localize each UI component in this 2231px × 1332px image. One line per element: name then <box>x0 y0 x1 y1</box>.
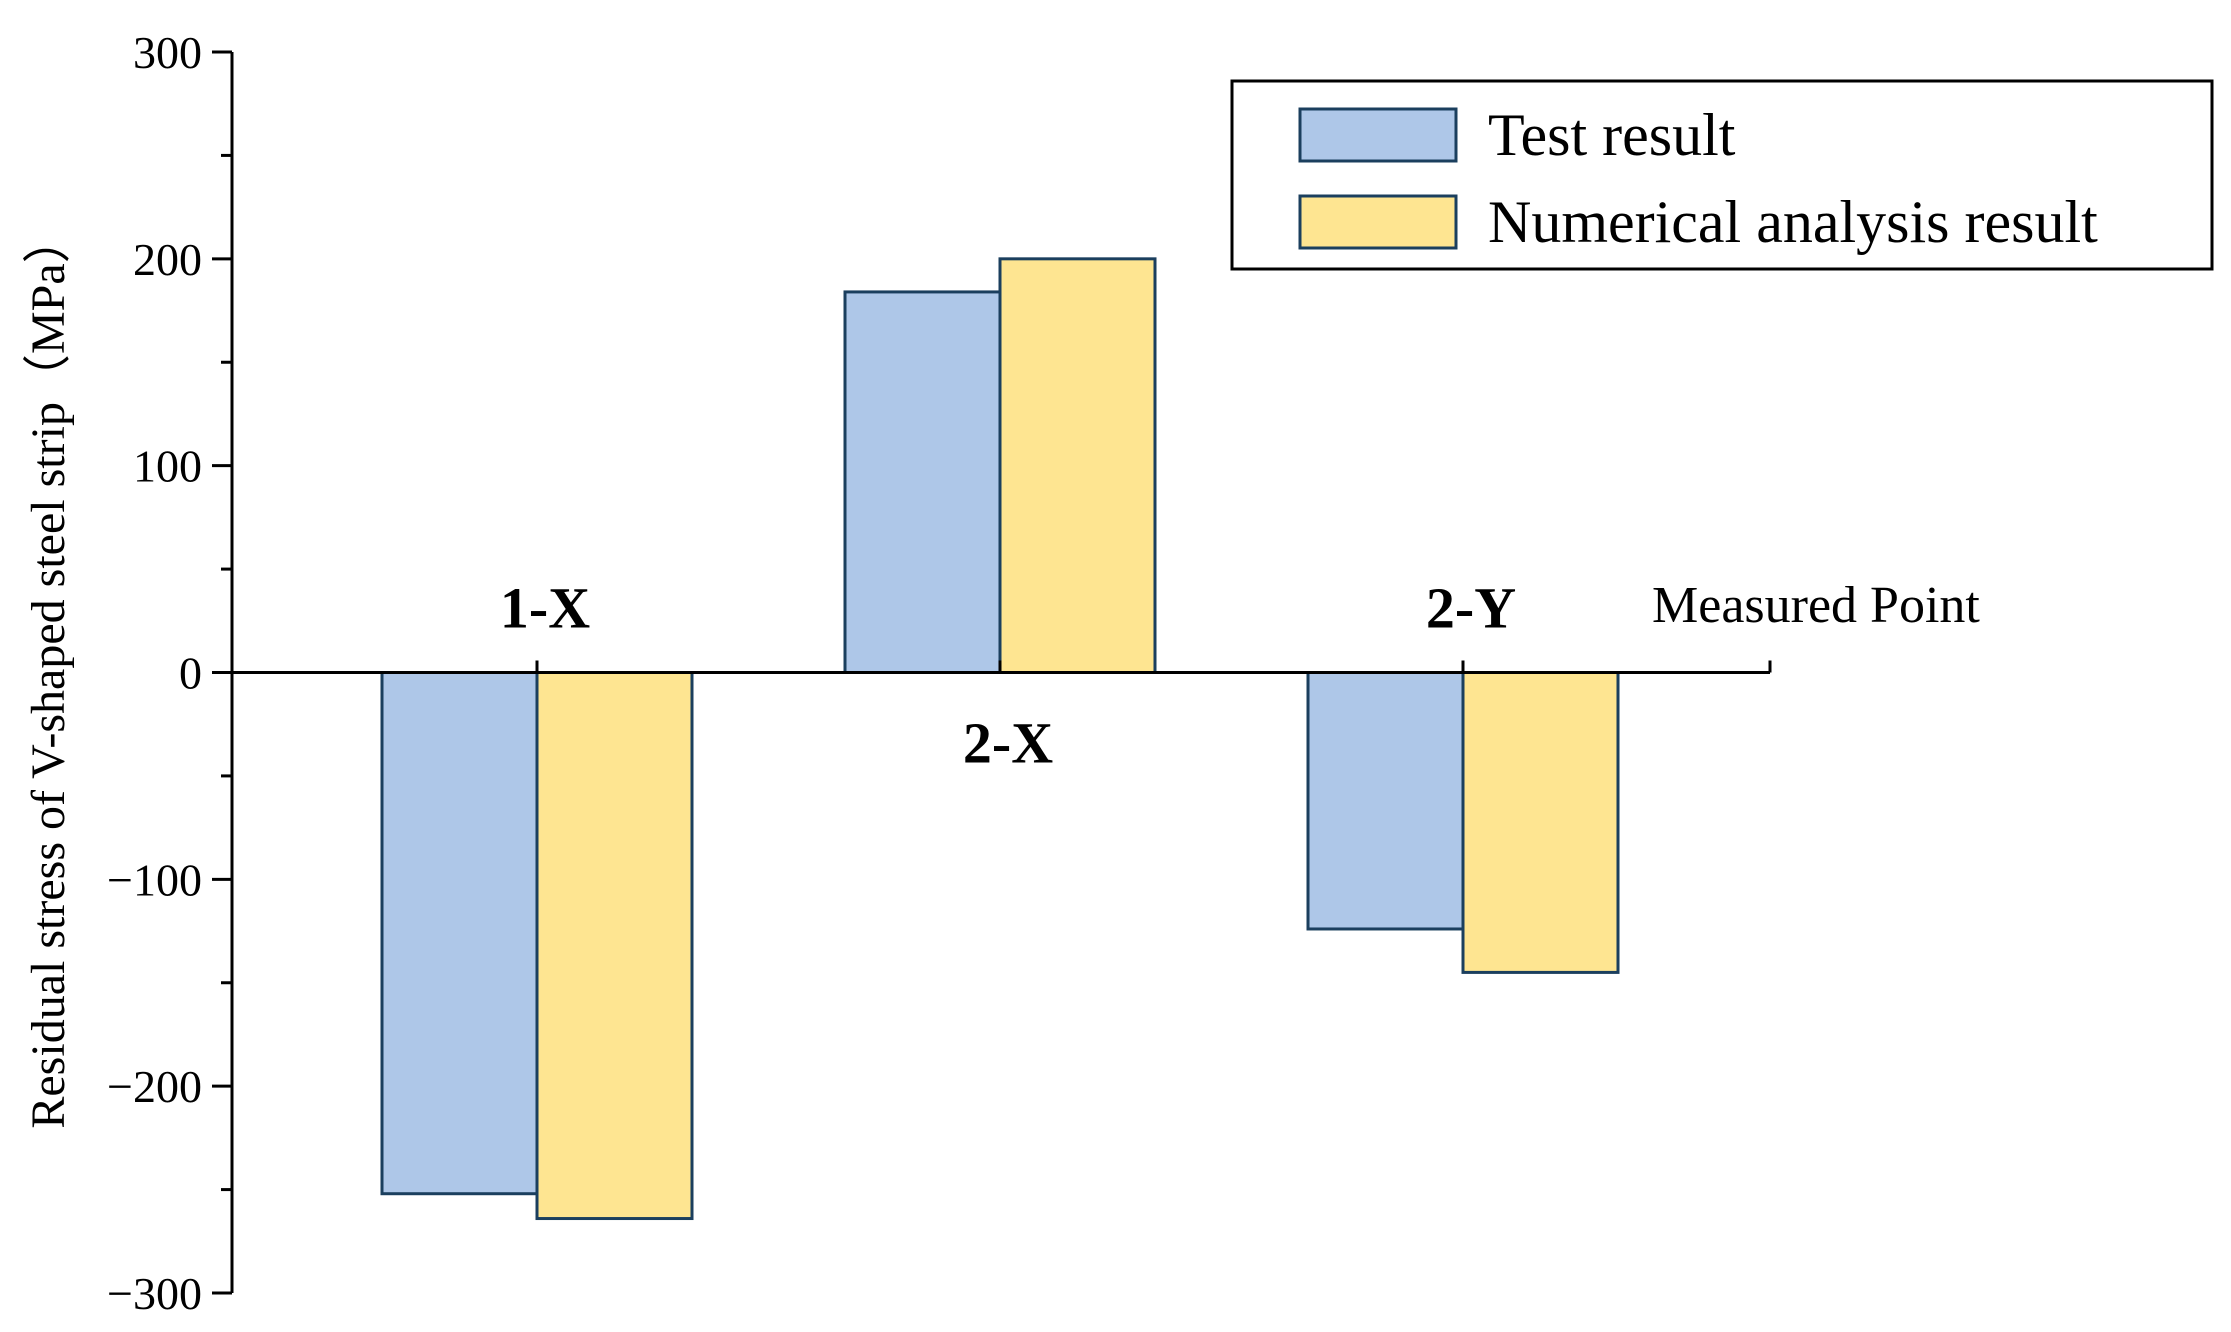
y-tick-label: −100 <box>107 854 202 905</box>
y-tick-label: 100 <box>133 441 202 492</box>
bar-numerical-analysis-2-x <box>998 257 1157 674</box>
bar-test-result-2-x <box>843 290 1002 674</box>
legend-label-numerical-analysis: Numerical analysis result <box>1488 189 2098 255</box>
x-axis-title: Measured Point <box>1652 577 1980 634</box>
legend-swatch-test-result <box>1298 107 1458 163</box>
bars-layer <box>380 257 1620 1221</box>
y-tick-label: 0 <box>179 648 202 699</box>
y-tick-label: 300 <box>133 27 202 78</box>
legend-swatch-numerical-analysis <box>1298 194 1458 250</box>
category-labels-layer: 1-X 2-X 2-Y <box>500 576 1516 776</box>
bar-numerical-analysis-1-x <box>535 671 694 1221</box>
y-tick-label: −200 <box>107 1061 202 1112</box>
legend-label-test-result: Test result <box>1488 102 1736 168</box>
category-label: 1-X <box>500 576 590 641</box>
y-ticks-layer: 300 200 100 0 −100 −200 −300 <box>107 27 232 1319</box>
legend: Test result Numerical analysis result <box>1230 79 2214 271</box>
x-ticks-layer <box>535 660 1772 673</box>
bar-test-result-1-x <box>380 671 539 1196</box>
y-axis-title: Residual stress of V-shaped steel strip（… <box>22 215 75 1128</box>
bar-numerical-analysis-2-y <box>1461 671 1620 974</box>
y-tick-label: −300 <box>107 1268 202 1319</box>
category-label: 2-Y <box>1426 576 1516 641</box>
category-label: 2-X <box>963 711 1053 776</box>
y-tick-label: 200 <box>133 234 202 285</box>
bar-test-result-2-y <box>1306 671 1465 931</box>
